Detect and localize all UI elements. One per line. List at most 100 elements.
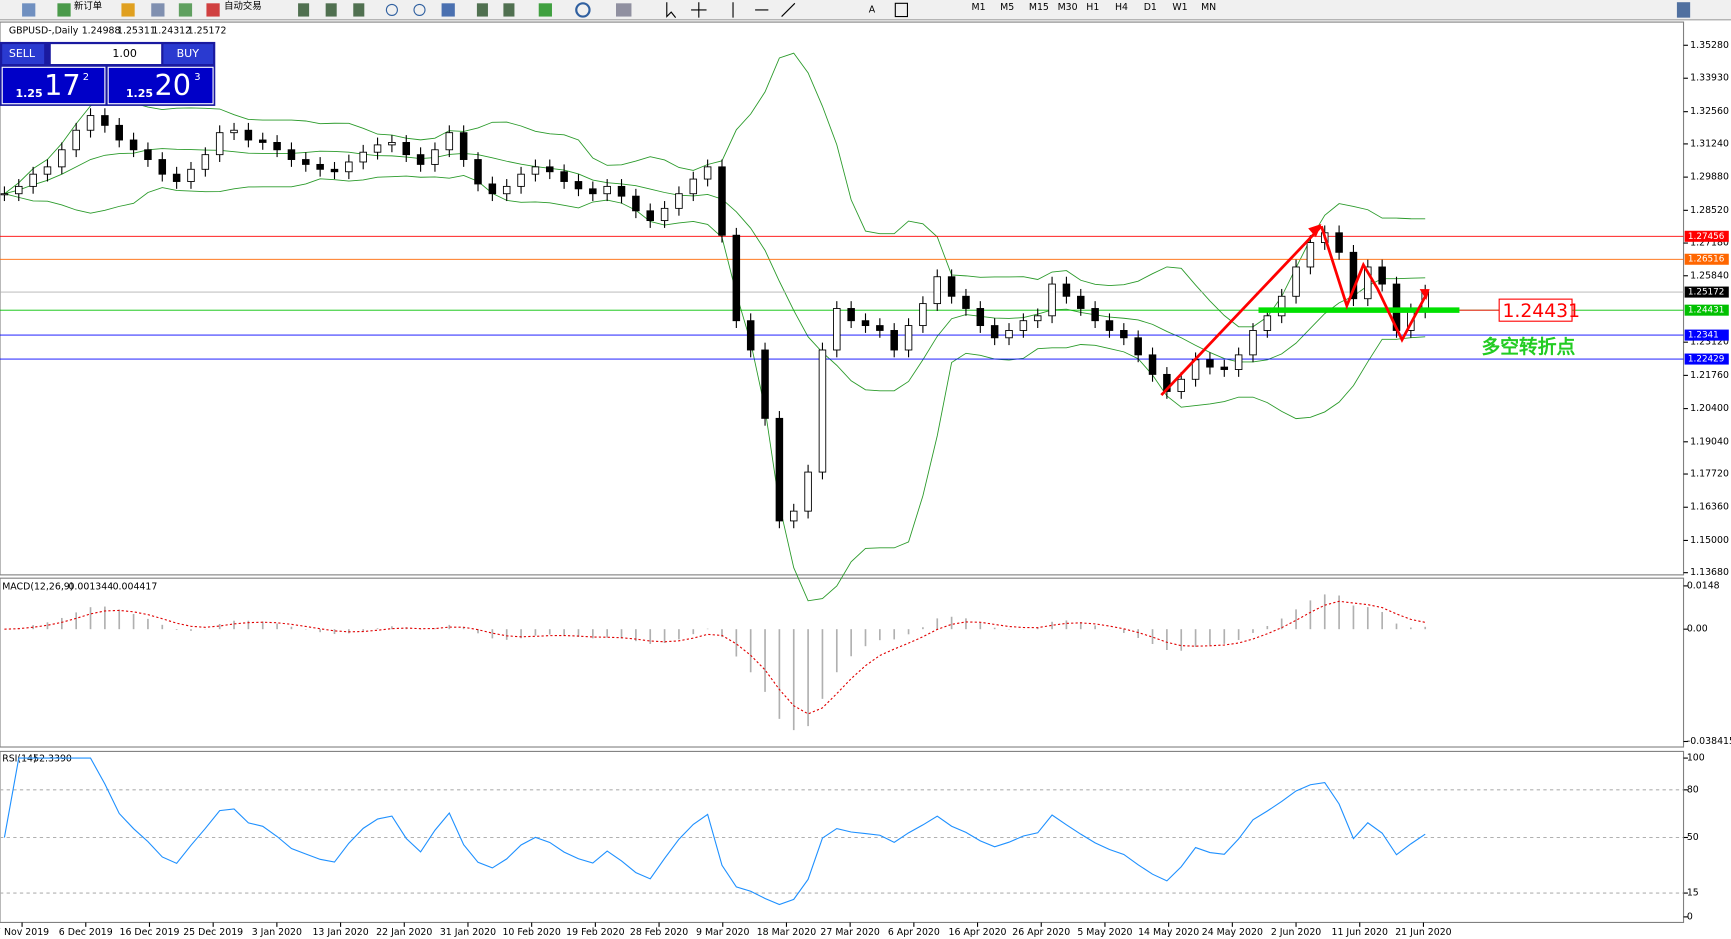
one-click-panel <box>0 41 216 106</box>
candle-body <box>172 173 181 182</box>
icon[interactable] <box>1676 2 1691 18</box>
sell-button[interactable] <box>2 44 45 64</box>
x-tick-label: 3 Jan 2020 <box>252 927 302 938</box>
icon[interactable] <box>385 3 398 16</box>
candle-body <box>919 303 927 327</box>
icon[interactable] <box>666 2 677 18</box>
icon[interactable] <box>732 2 796 18</box>
candle-body <box>43 166 52 175</box>
candle-body <box>187 168 195 182</box>
level-label: 1.24431 <box>1688 306 1724 316</box>
timeframe[interactable]: M1 <box>971 2 985 13</box>
timeframe[interactable]: M30 <box>1058 2 1078 13</box>
y-tick-label: 1.33930 <box>1690 73 1729 84</box>
sell-label[interactable]: SELL <box>9 47 36 60</box>
y-tick-label: 1.16360 <box>1690 502 1729 513</box>
icon[interactable] <box>894 2 909 18</box>
sell-frac: 2 <box>83 72 89 83</box>
icon[interactable] <box>691 2 707 18</box>
x-tick-label: 27 Mar 2020 <box>820 927 879 938</box>
candle-body <box>15 185 23 195</box>
candle-body <box>689 178 698 195</box>
candle-body <box>1033 315 1042 322</box>
level-label: 1.27456 <box>1688 232 1725 242</box>
x-tick-label: 25 Dec 2019 <box>183 927 243 938</box>
icon[interactable] <box>57 3 71 17</box>
candle-body <box>330 168 339 173</box>
rsi-plot <box>0 750 1685 924</box>
candle-body <box>201 154 210 170</box>
candle-body <box>158 159 167 175</box>
candle-body <box>861 320 870 327</box>
buy-button[interactable] <box>163 44 214 64</box>
new-order[interactable]: 新订单 <box>74 0 102 12</box>
icon[interactable] <box>121 3 135 17</box>
x-tick-label: 22 Jan 2020 <box>376 927 432 938</box>
rsi-tick-label: 80 <box>1687 784 1699 795</box>
timeframe[interactable]: W1 <box>1172 2 1187 13</box>
x-tick-label: 10 Feb 2020 <box>502 927 560 938</box>
x-tick-label: 26 Apr 2020 <box>1012 927 1070 938</box>
candle-body <box>316 163 324 170</box>
x-tick-label: 19 Feb 2020 <box>566 927 624 938</box>
y-tick-label: 1.35280 <box>1690 40 1729 51</box>
icon[interactable] <box>151 3 165 17</box>
icon <box>22 3 36 17</box>
y-tick-label: 1.32560 <box>1690 106 1729 117</box>
y-tick-label: 1.23120 <box>1690 337 1729 348</box>
auto-trade[interactable]: 自动交易 <box>224 0 262 12</box>
timeframe[interactable]: M5 <box>1000 2 1014 13</box>
chart-layer: 1.249881.253111.243121.251721.352801.339… <box>0 25 1731 938</box>
candle-body <box>847 308 855 322</box>
timeframe[interactable]: H4 <box>1115 2 1128 13</box>
candle-body <box>646 210 654 222</box>
icon[interactable] <box>538 3 552 17</box>
timeframe[interactable]: M15 <box>1029 2 1049 13</box>
candle-body <box>632 195 640 212</box>
icon-text[interactable]: A <box>869 4 876 15</box>
candle-body <box>502 185 511 195</box>
level-tag <box>1684 253 1729 265</box>
candle-body <box>0 193 9 196</box>
annotation-box <box>1498 298 1573 322</box>
timeframe[interactable]: H1 <box>1086 2 1099 13</box>
icon[interactable] <box>413 3 426 16</box>
x-tick-label: 13 Jan 2020 <box>312 927 368 938</box>
y-tick-label: 1.19040 <box>1690 436 1729 447</box>
icon[interactable] <box>298 3 310 17</box>
macd-plot <box>0 577 1685 748</box>
icon[interactable] <box>353 3 365 17</box>
x-tick-label: 31 Jan 2020 <box>440 927 496 938</box>
toolbar <box>0 0 1731 20</box>
timeframe[interactable]: MN <box>1201 2 1216 13</box>
y-tick-label: 1.21760 <box>1690 370 1729 381</box>
icon[interactable] <box>575 2 591 18</box>
icon[interactable] <box>503 3 515 17</box>
y-tick-label: 1.20400 <box>1690 403 1729 414</box>
buy-price[interactable] <box>107 66 214 105</box>
y-tick-label: 1.27180 <box>1690 238 1729 249</box>
icon[interactable] <box>206 3 220 17</box>
icon[interactable] <box>441 3 455 17</box>
candle-body <box>517 173 525 187</box>
x-tick-label: 6 Apr 2020 <box>888 927 940 938</box>
level-label: 1.25172 <box>1688 288 1724 298</box>
icon[interactable] <box>325 3 337 17</box>
candle-body <box>302 159 310 165</box>
level-tag <box>1684 353 1729 365</box>
candle-body <box>933 276 942 305</box>
lot-input[interactable] <box>50 44 162 64</box>
level-label: 1.22429 <box>1688 355 1724 365</box>
buy-label[interactable]: BUY <box>177 47 200 60</box>
icon[interactable] <box>178 3 193 17</box>
candle-body <box>431 149 439 165</box>
lot-value[interactable]: 1.00 <box>112 47 137 60</box>
candle-body <box>459 132 468 160</box>
icon[interactable] <box>476 3 488 17</box>
candle-body <box>761 349 769 419</box>
x-tick-label: 9 Mar 2020 <box>696 927 750 938</box>
arrow-up <box>1160 225 1323 396</box>
sell-price[interactable] <box>1 66 106 105</box>
icon[interactable] <box>616 3 632 17</box>
timeframe[interactable]: D1 <box>1144 2 1157 13</box>
